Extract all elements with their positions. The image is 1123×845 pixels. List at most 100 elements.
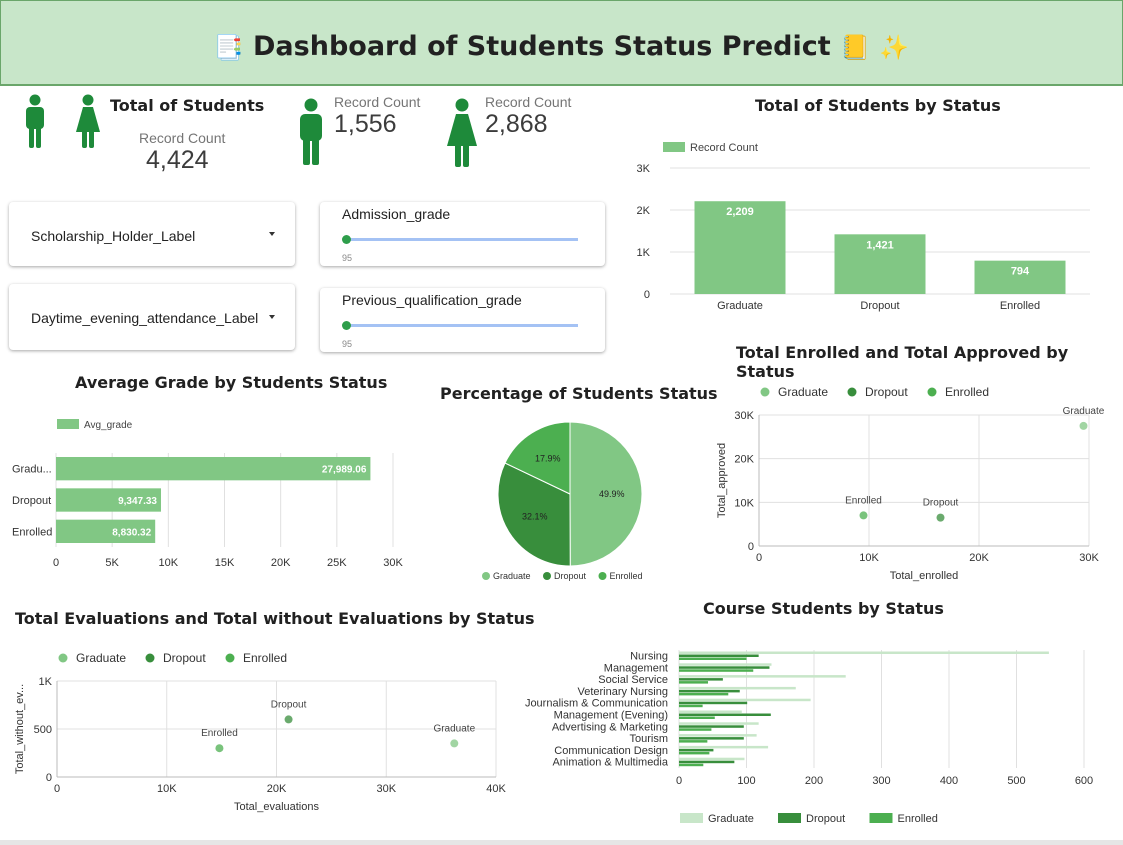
previous-qualification-label: Previous_qualification_grade [342, 292, 522, 308]
scatter-point [1079, 421, 1088, 430]
legend-marker [482, 572, 490, 580]
scholarship-dropdown[interactable]: Scholarship_Holder_Label [9, 202, 295, 266]
data-label: 49.9% [599, 489, 625, 499]
male-record-value: 1,556 [334, 110, 397, 138]
y-tick-label: Management [604, 662, 668, 674]
y-tick-label: Veterinary Nursing [578, 686, 669, 698]
sparkles-icon: ✨ [879, 33, 910, 62]
bar [679, 675, 846, 678]
bar [679, 734, 757, 737]
pie-chart: 49.9% 32.1% 17.9% Graduate Dropout Enrolled [482, 421, 643, 581]
data-label: 2,209 [726, 206, 754, 218]
bar [679, 669, 754, 672]
enrolled-approved-chart: Graduate Dropout Enrolled 0 10K 20K 30K 0 10K 20K… [716, 385, 1105, 582]
data-label: 1,421 [866, 239, 894, 251]
legend-label: Graduate [708, 813, 754, 825]
x-tick-label: 600 [1075, 775, 1093, 787]
point-label: Enrolled [845, 495, 882, 506]
previous-qualification-slider-handle[interactable] [342, 321, 351, 330]
point-label: Enrolled [201, 728, 238, 739]
bar [679, 728, 712, 731]
legend-marker [760, 387, 770, 397]
scatter-point [450, 739, 459, 748]
admission-grade-slider-card: Admission_grade 95 [320, 202, 605, 266]
bar [679, 757, 745, 761]
enrolled-approved-chart-title: Total Enrolled and Total Approved by Sta… [736, 343, 1069, 381]
y-tick-label: 10K [734, 497, 754, 509]
admission-grade-value: 95 [342, 253, 353, 263]
legend-marker [847, 387, 857, 397]
course-chart-title: Course Students by Status [703, 599, 944, 618]
legend-label: Enrolled [610, 571, 643, 581]
male-person-icon [300, 98, 322, 165]
bar [679, 725, 744, 728]
bar [694, 201, 786, 294]
scatter-point [284, 715, 293, 724]
point-label: Graduate [433, 723, 475, 734]
x-tick-label: 15K [215, 557, 235, 569]
legend-marker [598, 572, 607, 580]
previous-qualification-slider-card: Previous_qualification_grade 95 [320, 288, 605, 352]
y-tick-label: Dropout [12, 495, 51, 507]
female-person-icon [447, 98, 477, 167]
x-tick-label: 30K [376, 783, 396, 795]
x-tick-label: 500 [1007, 775, 1025, 787]
evaluations-chart: Graduate Dropout Enrolled 0 10K 20K 30K 40K 0 500… [14, 651, 506, 813]
x-axis-title: Total_evaluations [234, 801, 320, 813]
x-tick-label: 20K [271, 557, 291, 569]
status-bar-chart-title: Total of Students by Status [755, 96, 1001, 115]
bar [679, 666, 770, 669]
course-chart: 0 100 200 300 400 500 600 NursingManagementSoci… [525, 650, 1093, 825]
legend-label: Dropout [865, 385, 908, 399]
legend-marker [145, 653, 155, 663]
x-tick-label: 30K [383, 557, 403, 569]
y-tick-label: 0 [644, 289, 650, 301]
legend-label: Enrolled [243, 651, 287, 665]
page-title: 📑 Dashboard of Students Status Predict 📒… [0, 31, 1123, 62]
y-tick-label: 500 [34, 724, 52, 736]
x-tick-label: 30K [1079, 552, 1099, 564]
legend-swatch [778, 813, 801, 823]
data-label: 17.9% [535, 454, 561, 464]
x-tick-label: 0 [53, 557, 59, 569]
y-tick-label: Journalism & Communication [525, 698, 668, 710]
legend-label: Record Count [690, 142, 758, 154]
x-tick-label: 20K [267, 783, 287, 795]
attendance-dropdown[interactable]: Daytime_evening_attendance_Label [9, 284, 295, 350]
bar [679, 681, 709, 684]
bookmark-tabs-icon: 📑 [213, 33, 244, 62]
legend-swatch [663, 142, 685, 152]
x-tick-label: 0 [756, 552, 762, 564]
data-label: 8,830.32 [112, 527, 151, 538]
y-tick-label: Management (Evening) [554, 710, 668, 722]
bar [679, 716, 715, 719]
y-tick-label: 0 [748, 541, 754, 553]
page-bottom-border [0, 840, 1123, 845]
pie-chart-title: Percentage of Students Status [440, 384, 718, 403]
legend-label: Dropout [554, 571, 587, 581]
legend-label: Graduate [778, 385, 828, 399]
y-axis-title: Total_approved [716, 443, 728, 518]
total-record-label: Record Count [139, 130, 226, 146]
legend-label: Enrolled [945, 385, 989, 399]
x-tick-label: 10K [157, 783, 177, 795]
point-label: Graduate [1063, 406, 1105, 417]
y-tick-label: 20K [734, 454, 754, 466]
admission-grade-slider-handle[interactable] [342, 235, 351, 244]
bar [679, 663, 772, 666]
x-tick-label: Graduate [717, 300, 763, 312]
legend-marker [58, 653, 68, 663]
y-tick-label: 1K [39, 676, 53, 688]
y-tick-label: Animation & Multimedia [552, 757, 668, 769]
scatter-point [215, 744, 224, 753]
previous-qualification-value: 95 [342, 339, 353, 349]
male-record-label: Record Count [334, 94, 421, 110]
previous-qualification-slider-track[interactable] [346, 324, 578, 327]
avg-grade-chart-title: Average Grade by Students Status [75, 373, 388, 392]
ledger-icon: 📒 [840, 33, 870, 62]
x-tick-label: 10K [859, 552, 879, 564]
female-record-value: 2,868 [485, 110, 548, 138]
y-tick-label: Communication Design [554, 745, 668, 757]
admission-grade-slider-track[interactable] [346, 238, 578, 241]
x-tick-label: 25K [327, 557, 347, 569]
